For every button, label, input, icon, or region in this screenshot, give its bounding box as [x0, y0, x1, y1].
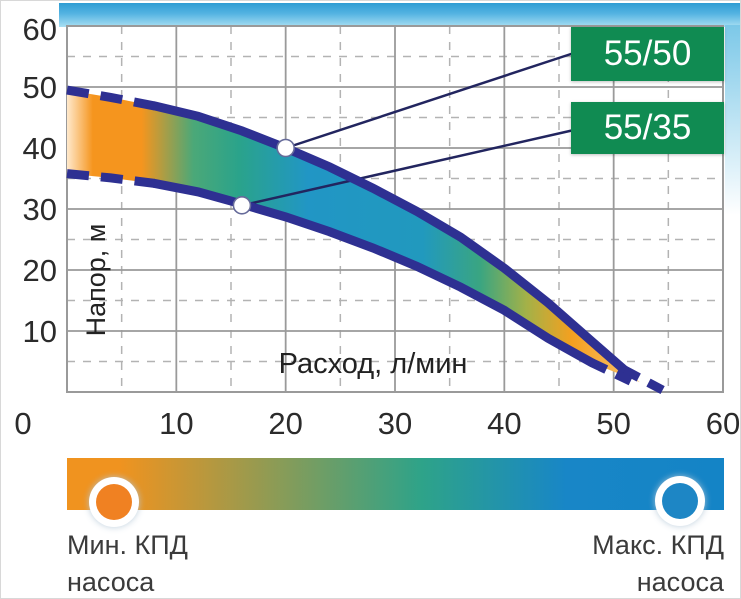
min-efficiency-label-line1: Мин. КПД — [67, 530, 188, 560]
series-label-55-50: 55/50 — [571, 27, 724, 81]
operating-point-55-50 — [276, 138, 295, 158]
plot-border — [66, 25, 724, 393]
x-tick-label: 30 — [378, 406, 412, 441]
callout-line-55-35 — [241, 128, 575, 207]
y-tick-label: 50 — [23, 70, 57, 105]
min-efficiency-label-line2: насоса — [67, 567, 155, 597]
pump-performance-chart: 0 10 20 30 40 50 60 10 20 30 40 50 60 — [14, 12, 740, 441]
series-label-55-35: 55/35 — [571, 102, 724, 154]
x-tick-label: 60 — [706, 406, 740, 441]
sky-background-right — [725, 25, 740, 215]
max-efficiency-dot-inner — [662, 483, 698, 519]
curve-55-35-dashed-start — [66, 169, 156, 188]
curve-55-35-dashed-end — [589, 358, 638, 388]
min-efficiency-label: Мин. КПД насоса — [67, 527, 188, 598]
curve-55-50-solid — [150, 101, 630, 375]
x-tick-label: 40 — [487, 406, 521, 441]
y-tick-label: 20 — [23, 253, 57, 288]
series-label-55-50-text: 55/50 — [603, 34, 692, 73]
curve-55-50-dashed-start — [66, 85, 156, 111]
series-label-55-35-text: 55/35 — [603, 108, 692, 147]
sky-background-top — [59, 3, 740, 27]
x-tick-label: 50 — [596, 406, 630, 441]
operating-point-55-35 — [232, 196, 252, 215]
curve-55-35-solid — [150, 178, 597, 368]
y-axis-title: Напор, м — [81, 223, 111, 337]
max-efficiency-label-line1: Макс. КПД — [592, 530, 724, 560]
callout-line-55-50 — [285, 51, 575, 150]
y-tick-label: 60 — [23, 12, 57, 47]
x-tick-label: 20 — [268, 406, 302, 441]
x-axis-title: Расход, л/мин — [278, 348, 468, 380]
min-efficiency-dot-inner — [96, 484, 132, 520]
y-tick-label: 10 — [23, 314, 57, 349]
max-efficiency-dot — [655, 476, 705, 526]
max-efficiency-label: Макс. КПД насоса — [592, 527, 724, 598]
y-tick-label: 30 — [23, 192, 57, 227]
min-efficiency-dot — [89, 477, 139, 527]
efficiency-gradient-bar — [67, 458, 724, 510]
y-tick-label: 40 — [23, 131, 57, 166]
curve-55-50-dashed-end — [622, 366, 667, 395]
max-efficiency-label-line2: насоса — [636, 567, 724, 597]
x-tick-label: 10 — [159, 406, 193, 441]
x-tick-label: 0 — [14, 406, 31, 441]
